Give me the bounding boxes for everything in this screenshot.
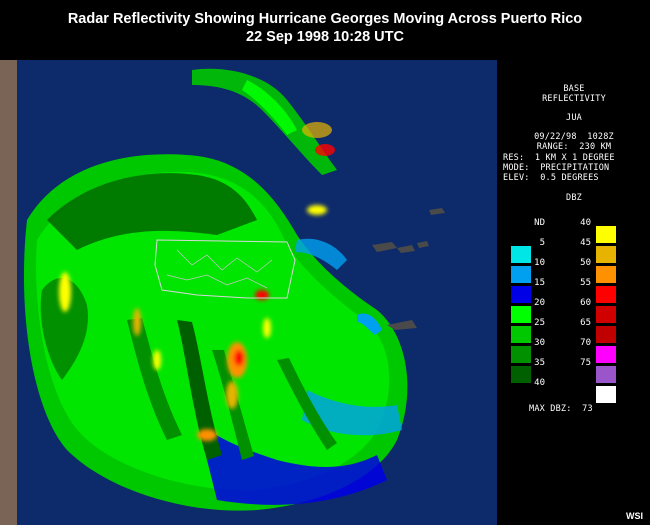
product-title-2: REFLECTIVITY xyxy=(542,94,606,104)
title-bar: Radar Reflectivity Showing Hurricane Geo… xyxy=(0,0,650,60)
legend-label-left: ND xyxy=(534,218,545,228)
legend-label-right: 55 xyxy=(580,278,591,288)
legend-label-left: 35 xyxy=(534,358,545,368)
virgin-islands xyxy=(372,241,429,253)
legend-label-right: 45 xyxy=(580,238,591,248)
legend-label-right: 70 xyxy=(580,338,591,348)
title-line-1: Radar Reflectivity Showing Hurricane Geo… xyxy=(67,11,583,27)
legend-swatch-left xyxy=(511,286,531,303)
legend-label-right: 40 xyxy=(580,218,591,228)
legend-swatch-left xyxy=(511,326,531,343)
outer-bands xyxy=(192,68,382,335)
product-title-1: BASE xyxy=(563,84,585,94)
legend-swatch-right xyxy=(596,326,616,343)
legend-swatch-right xyxy=(596,266,616,283)
legend-swatch-right xyxy=(596,286,616,303)
legend-label-right: 75 xyxy=(580,358,591,368)
radar-elevation: ELEV: 0.5 DEGREES xyxy=(503,173,599,183)
legend-swatch-right xyxy=(596,386,616,403)
wsi-credit: WSI xyxy=(626,511,643,521)
legend-label-left: 30 xyxy=(534,338,545,348)
legend-swatch-left xyxy=(511,246,531,263)
radar-mode: MODE: PRECIPITATION xyxy=(503,163,610,173)
legend-label-left: 20 xyxy=(534,298,545,308)
legend-label-left: 5 xyxy=(539,238,545,248)
legend-label-left: 40 xyxy=(534,378,545,388)
legend-label-right: 60 xyxy=(580,298,591,308)
radar-resolution: RES: 1 KM X 1 DEGREE xyxy=(503,153,615,163)
scan-datetime: 09/22/98 1028Z xyxy=(534,132,614,142)
legend-swatch-left xyxy=(511,266,531,283)
legend-swatch-right xyxy=(596,246,616,263)
legend-label-right: 65 xyxy=(580,318,591,328)
max-dbz: MAX DBZ: 73 xyxy=(529,404,593,414)
radar-range: RANGE: 230 KM xyxy=(536,142,612,152)
legend-swatch-left xyxy=(511,306,531,323)
station-id: JUA xyxy=(566,113,582,123)
legend-swatch-right xyxy=(596,226,616,243)
precipitation-field xyxy=(17,75,469,525)
legend-label-left: 10 xyxy=(534,258,545,268)
unit-label: DBZ xyxy=(566,193,582,203)
legend-label-left: 15 xyxy=(534,278,545,288)
info-panel: BASE REFLECTIVITY JUA 09/22/98 1028Z RAN… xyxy=(497,60,650,525)
legend-label-left: 25 xyxy=(534,318,545,328)
title-line-2: 22 Sep 1998 10:28 UTC xyxy=(246,29,404,45)
legend-swatch-right xyxy=(596,346,616,363)
legend-swatch-right xyxy=(596,306,616,323)
legend-swatch-left xyxy=(511,366,531,383)
vieques xyxy=(387,320,417,330)
legend-swatch-right xyxy=(596,366,616,383)
coastlines xyxy=(154,208,445,330)
puerto-rico-outline xyxy=(154,239,296,299)
radar-map xyxy=(17,60,497,525)
legend-label-right: 50 xyxy=(580,258,591,268)
legend-swatch-left xyxy=(511,346,531,363)
